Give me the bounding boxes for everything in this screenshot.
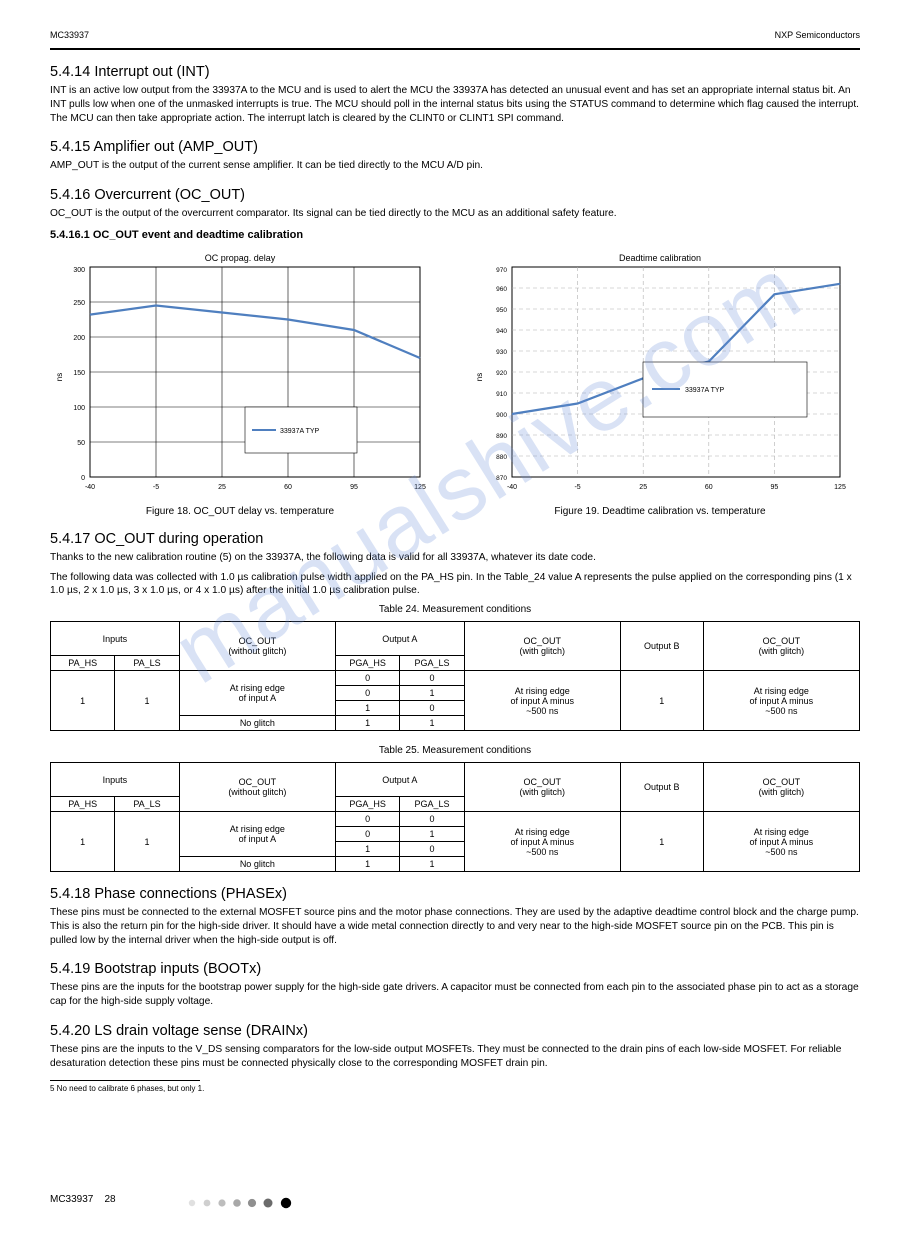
svg-text:ns: ns — [55, 373, 64, 381]
svg-text:-5: -5 — [574, 484, 580, 491]
chart2-title: Deadtime calibration — [619, 253, 701, 263]
svg-text:125: 125 — [414, 484, 426, 491]
footnote-rule — [50, 1080, 200, 1081]
svg-text:900: 900 — [496, 412, 507, 419]
svg-text:125: 125 — [834, 484, 846, 491]
section-heading-5-4-17: 5.4.17 OC_OUT during operation — [50, 531, 860, 547]
svg-text:25: 25 — [639, 484, 647, 491]
svg-text:870: 870 — [496, 475, 507, 482]
svg-text:-40: -40 — [85, 484, 95, 491]
footer-dots-icon — [185, 1195, 295, 1211]
svg-text:60: 60 — [705, 484, 713, 491]
section-heading-5-4-15: 5.4.15 Amplifier out (AMP_OUT) — [50, 139, 860, 155]
svg-text:890: 890 — [496, 433, 507, 440]
section-heading-5-4-20: 5.4.20 LS drain voltage sense (DRAINx) — [50, 1023, 860, 1039]
svg-text:-40: -40 — [507, 484, 517, 491]
svg-text:60: 60 — [284, 484, 292, 491]
section-heading-5-4-14: 5.4.14 Interrupt out (INT) — [50, 64, 860, 80]
body-5-4-17: The following data was collected with 1.… — [50, 571, 860, 599]
svg-text:960: 960 — [496, 286, 507, 293]
footnote-5: 5 No need to calibrate 6 phases, but onl… — [50, 1084, 860, 1093]
section-heading-5-4-16: 5.4.16 Overcurrent (OC_OUT) — [50, 187, 860, 203]
svg-text:95: 95 — [350, 484, 358, 491]
figure18-caption: Figure 18. OC_OUT delay vs. temperature — [50, 506, 430, 517]
svg-text:95: 95 — [771, 484, 779, 491]
table24-title: Table 24. Measurement conditions — [50, 604, 860, 615]
body-5-4-16: OC_OUT is the output of the overcurrent … — [50, 207, 860, 221]
body-5-4-15: AMP_OUT is the output of the current sen… — [50, 159, 860, 173]
chart2-legend-label: 33937A TYP — [685, 387, 725, 394]
svg-text:250: 250 — [73, 300, 85, 307]
footer-label: MC33937 — [50, 1194, 93, 1205]
chart-deadtime-cal: Deadtime calibration — [470, 249, 850, 517]
section-heading-5-4-18: 5.4.18 Phase connections (PHASEx) — [50, 886, 860, 902]
svg-text:ns: ns — [475, 373, 484, 381]
svg-text:0: 0 — [81, 475, 85, 482]
table25-title: Table 25. Measurement conditions — [50, 745, 860, 756]
intro-5-4-17: Thanks to the new calibration routine (5… — [50, 551, 860, 565]
svg-text:930: 930 — [496, 349, 507, 356]
svg-text:950: 950 — [496, 307, 507, 314]
svg-text:300: 300 — [73, 267, 85, 274]
chart1-title: OC propag. delay — [205, 253, 276, 263]
body-5-4-20: These pins are the inputs to the V_DS se… — [50, 1043, 860, 1071]
svg-text:920: 920 — [496, 370, 507, 377]
svg-text:-5: -5 — [153, 484, 159, 491]
svg-text:970: 970 — [496, 267, 507, 274]
svg-text:150: 150 — [73, 370, 85, 377]
header-rule — [50, 48, 860, 50]
svg-text:25: 25 — [218, 484, 226, 491]
header-right: NXP Semiconductors — [775, 30, 860, 40]
svg-text:100: 100 — [73, 405, 85, 412]
chart1-legend-label: 33937A TYP — [280, 428, 320, 435]
footer-page-number: 28 — [104, 1194, 115, 1205]
svg-text:940: 940 — [496, 328, 507, 335]
section-heading-5-4-19: 5.4.19 Bootstrap inputs (BOOTx) — [50, 961, 860, 977]
table-24: Inputs OC_OUT(without glitch) Output A O… — [50, 621, 860, 731]
svg-text:200: 200 — [73, 335, 85, 342]
header-left: MC33937 — [50, 30, 89, 40]
body-5-4-14: INT is an active low output from the 339… — [50, 84, 860, 125]
header-row: MC33937 NXP Semiconductors — [50, 30, 860, 40]
charts-row: OC propag. delay 0 — [50, 249, 860, 517]
table-25: Inputs OC_OUT(without glitch) Output A O… — [50, 762, 860, 872]
subheading-5-4-16-1: 5.4.16.1 OC_OUT event and deadtime calib… — [50, 229, 860, 241]
body-5-4-19: These pins are the inputs for the bootst… — [50, 981, 860, 1009]
body-5-4-18: These pins must be connected to the exte… — [50, 906, 860, 947]
svg-text:910: 910 — [496, 391, 507, 398]
figure19-caption: Figure 19. Deadtime calibration vs. temp… — [470, 506, 850, 517]
svg-text:50: 50 — [77, 440, 85, 447]
chart-oc-delay: OC propag. delay 0 — [50, 249, 430, 517]
svg-text:880: 880 — [496, 454, 507, 461]
